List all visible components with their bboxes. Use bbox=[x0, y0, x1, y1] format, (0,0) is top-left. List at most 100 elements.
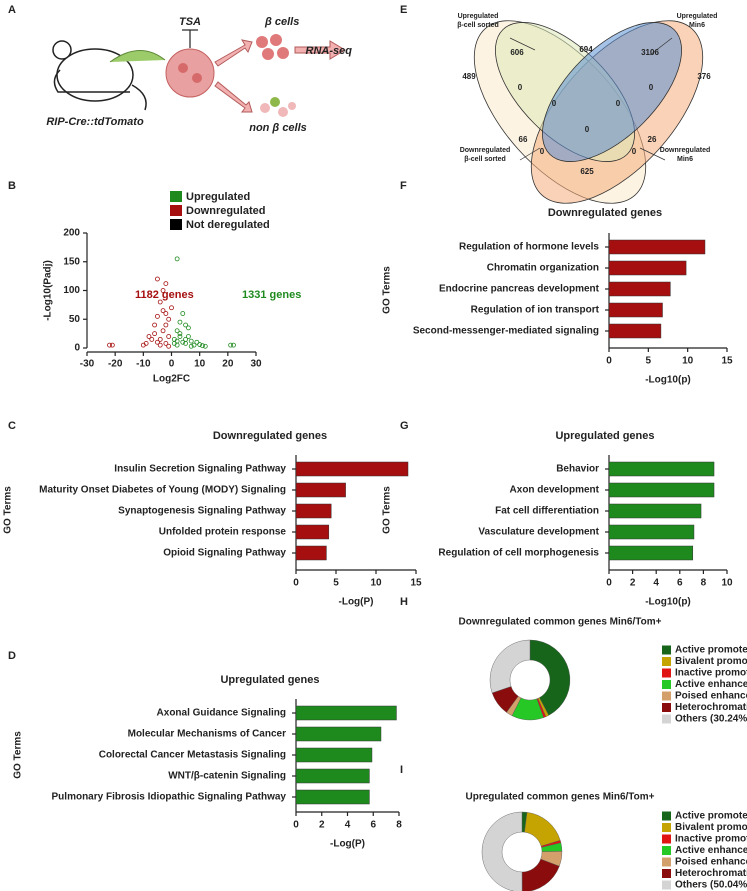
cell bbox=[277, 47, 289, 59]
legend-swatch bbox=[170, 219, 182, 230]
bar bbox=[295, 482, 346, 498]
venn-count: 0 bbox=[518, 83, 523, 92]
point bbox=[155, 339, 160, 345]
legend-swatch bbox=[170, 191, 182, 202]
bar bbox=[608, 281, 671, 297]
point bbox=[146, 334, 152, 339]
venn-count: 0 bbox=[649, 83, 654, 92]
leader-line bbox=[509, 37, 536, 51]
arrow-right bbox=[294, 40, 346, 60]
x-axis-label: -Log(P) bbox=[339, 597, 374, 608]
venn-set-label: Upregulated bbox=[458, 13, 499, 20]
venn-set-label: Min6 bbox=[677, 156, 693, 163]
cell bbox=[278, 107, 288, 117]
mouse-label: RIP-Cre::tdTomato bbox=[46, 116, 144, 128]
category-label: Regulation of ion transport bbox=[471, 305, 600, 316]
legend-swatch bbox=[662, 657, 671, 666]
point bbox=[155, 313, 160, 319]
x-tick-label: 0 bbox=[293, 578, 299, 589]
point bbox=[202, 343, 208, 349]
legend-swatch bbox=[662, 680, 671, 689]
y-tick-label: 50 bbox=[69, 314, 81, 325]
slice bbox=[529, 639, 571, 716]
category-label: Maturity Onset Diabetes of Young (MODY) … bbox=[39, 485, 286, 496]
x-tick-label: 5 bbox=[333, 578, 339, 589]
bar bbox=[608, 260, 687, 276]
category-label: Molecular Mechanisms of Cancer bbox=[128, 729, 286, 740]
cell bbox=[270, 97, 280, 107]
point bbox=[191, 342, 197, 348]
leader-line bbox=[649, 37, 673, 56]
point bbox=[177, 334, 183, 339]
mouse-outline bbox=[53, 69, 130, 93]
bar bbox=[295, 705, 397, 721]
y-tick-label: 200 bbox=[63, 228, 80, 239]
venn-count: 376 bbox=[697, 72, 711, 81]
slice bbox=[481, 811, 523, 891]
venn-count: 489 bbox=[462, 72, 476, 81]
category-label: Axon development bbox=[510, 485, 600, 496]
bar bbox=[608, 461, 715, 477]
legend-swatch bbox=[662, 714, 671, 724]
category-label: Insulin Secretion Signaling Pathway bbox=[114, 464, 286, 475]
venn-count: 0 bbox=[632, 147, 637, 156]
y-axis-label: GO Terms bbox=[382, 266, 393, 314]
point bbox=[171, 340, 177, 346]
legend-label: Bivalent promoter (18.29%) bbox=[675, 822, 747, 833]
y-tick-label: 150 bbox=[63, 256, 80, 267]
legend-label: Upregulated bbox=[186, 191, 250, 203]
bar bbox=[608, 503, 702, 519]
non-beta-label: non β cells bbox=[249, 122, 307, 134]
x-tick-label: 0 bbox=[169, 359, 175, 370]
cell bbox=[256, 36, 268, 48]
panel-label: B bbox=[8, 180, 16, 192]
x-tick-label: 0 bbox=[606, 356, 612, 367]
bar bbox=[295, 789, 370, 805]
panel-label: C bbox=[8, 420, 16, 432]
legend-label: Inactive promoter (1.00%) bbox=[675, 834, 747, 845]
legend-label: Heterochromatin (9.76%) bbox=[675, 702, 747, 713]
point bbox=[180, 311, 186, 316]
slice bbox=[521, 858, 560, 891]
slice bbox=[524, 812, 561, 847]
y-tick-label: 100 bbox=[63, 285, 80, 296]
non-beta-cells bbox=[260, 97, 296, 117]
mouse-ear bbox=[52, 40, 72, 60]
panel-label: E bbox=[400, 4, 407, 16]
point bbox=[107, 342, 112, 348]
legend-swatch bbox=[662, 880, 671, 890]
point bbox=[166, 316, 172, 322]
bar bbox=[608, 323, 662, 339]
category-label: Endocrine pancreas development bbox=[439, 284, 600, 295]
cell bbox=[262, 48, 274, 60]
legend-swatch bbox=[662, 703, 671, 712]
x-tick-label: -10 bbox=[136, 359, 151, 370]
category-label: WNT/β-catenin Signaling bbox=[168, 771, 286, 782]
legend-label: Others (30.24%) bbox=[675, 714, 747, 725]
venn-count: 0 bbox=[616, 99, 621, 108]
legend-label: Not deregulated bbox=[186, 219, 270, 231]
x-tick-label: -30 bbox=[80, 359, 95, 370]
point bbox=[174, 338, 180, 344]
point bbox=[160, 308, 166, 314]
chart-title: Upregulated common genes Min6/Tom+ bbox=[465, 792, 654, 803]
x-tick-label: 5 bbox=[646, 356, 652, 367]
point bbox=[163, 322, 169, 328]
mouse-tail bbox=[131, 84, 147, 111]
point bbox=[166, 334, 172, 339]
x-tick-label: 0 bbox=[293, 820, 299, 831]
cell bbox=[288, 102, 296, 110]
annotation: 1331 genes bbox=[242, 289, 301, 301]
point bbox=[169, 305, 174, 311]
category-label: Fat cell differentiation bbox=[495, 506, 599, 517]
category-label: Opioid Signaling Pathway bbox=[163, 548, 286, 559]
point bbox=[180, 339, 186, 345]
legend-swatch bbox=[662, 869, 671, 878]
x-tick-label: 20 bbox=[222, 359, 234, 370]
venn-count: 26 bbox=[648, 135, 657, 144]
x-tick-label: 10 bbox=[721, 578, 733, 589]
legend-label: Active promoter (42.24%) bbox=[675, 645, 747, 656]
venn-count: 3106 bbox=[641, 48, 659, 57]
x-axis-label: -Log(P) bbox=[330, 839, 365, 850]
